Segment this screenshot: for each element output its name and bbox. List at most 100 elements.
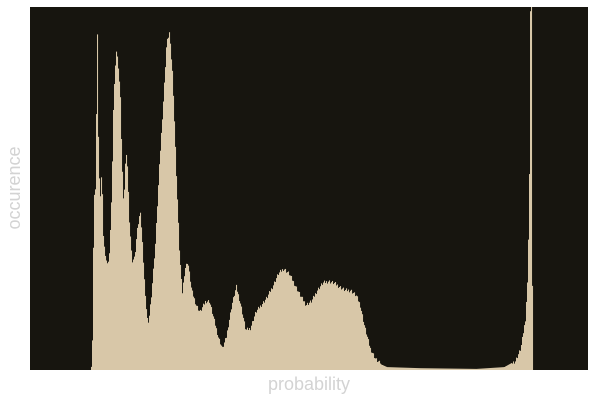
histogram-bar	[253, 320, 255, 370]
histogram-bar	[460, 368, 462, 370]
histogram-bar	[193, 296, 195, 370]
histogram-bar	[236, 284, 238, 370]
histogram-bar	[104, 246, 106, 370]
histogram-bar	[122, 171, 124, 370]
histogram-bar	[436, 368, 438, 370]
histogram-bar	[181, 278, 183, 370]
histogram-bar	[391, 367, 393, 370]
histogram-bar	[224, 342, 226, 370]
histogram-bar	[154, 258, 156, 370]
histogram-bar	[144, 279, 146, 370]
histogram-bar	[189, 271, 191, 370]
histogram-bar	[293, 281, 295, 370]
histogram-bar	[362, 314, 364, 370]
histogram-bar	[510, 363, 512, 370]
histogram-bar	[283, 270, 285, 370]
histogram-bar	[524, 325, 526, 370]
histogram-bar	[522, 336, 524, 370]
histogram-bar	[166, 47, 168, 370]
histogram-bar	[388, 367, 390, 370]
histogram-bar	[175, 146, 177, 370]
histogram-bar	[433, 368, 435, 370]
histogram-bar	[483, 368, 485, 370]
histogram-bar	[246, 329, 248, 370]
histogram-bar	[214, 318, 216, 370]
histogram-bar	[99, 178, 101, 370]
histogram-bar	[466, 368, 468, 370]
histogram-bar	[443, 368, 445, 370]
histogram-bar	[491, 367, 493, 370]
histogram-bar	[493, 367, 495, 370]
histogram-bar	[119, 81, 121, 370]
histogram-bar	[182, 293, 184, 370]
histogram-bar	[506, 365, 508, 370]
histogram-bar	[141, 227, 143, 370]
histogram-bar	[251, 325, 253, 370]
histogram-bar	[192, 290, 194, 370]
histogram-bar	[91, 366, 93, 370]
histogram-bar	[279, 272, 281, 370]
histogram-bar	[345, 289, 347, 370]
histogram-bar	[339, 286, 341, 370]
histogram-bar	[231, 309, 233, 370]
histogram-bar	[363, 321, 365, 370]
histogram-bar	[432, 368, 434, 370]
histogram-bar	[262, 304, 264, 370]
histogram-bar	[516, 357, 518, 370]
y-axis-label: occurence	[4, 146, 24, 230]
histogram-bar	[161, 132, 163, 370]
histogram-bar	[473, 368, 475, 370]
histogram-bar	[507, 365, 509, 370]
histogram-bar	[463, 368, 465, 370]
histogram-bar	[393, 367, 395, 370]
histogram-bar	[421, 368, 423, 370]
histogram-bar	[529, 174, 531, 370]
histogram-bar	[298, 291, 300, 370]
histogram-bar	[243, 317, 245, 370]
histogram-bar	[439, 368, 441, 370]
histogram-bar	[212, 313, 214, 370]
histogram-bar	[358, 301, 360, 370]
histogram-bar	[488, 368, 490, 370]
histogram-bar	[471, 368, 473, 370]
histogram-bar	[429, 368, 431, 370]
histogram-bar	[257, 309, 259, 370]
histogram-bar	[406, 367, 408, 370]
histogram-bar	[165, 67, 167, 370]
histogram-bar	[290, 275, 292, 370]
histogram-bar	[266, 296, 268, 370]
histogram-bar	[238, 294, 240, 370]
histogram-bar	[258, 306, 260, 370]
plot-area	[30, 7, 588, 370]
histogram-bar	[188, 265, 190, 370]
histogram-bar	[389, 367, 391, 370]
histogram-bar	[276, 278, 278, 370]
histogram-bar	[411, 367, 413, 370]
histogram-bar	[286, 272, 288, 370]
histogram-bar	[220, 344, 222, 370]
histogram-bar	[408, 367, 410, 370]
histogram-bar	[470, 368, 472, 370]
histogram-bar	[448, 368, 450, 370]
histogram-bar	[517, 358, 519, 370]
histogram-bar	[371, 352, 373, 370]
histogram-bar	[458, 368, 460, 370]
histogram-bar	[268, 294, 270, 370]
histogram-bar	[197, 305, 199, 370]
histogram-bar	[275, 281, 277, 370]
histogram-bar	[186, 263, 188, 370]
histogram-bar	[504, 366, 506, 370]
histogram-bar	[474, 368, 476, 370]
histogram-bar	[248, 330, 250, 370]
histogram-bar	[260, 305, 262, 370]
histogram-bar	[451, 368, 453, 370]
histogram-bar	[456, 368, 458, 370]
histogram-bar	[400, 367, 402, 370]
histogram-bar	[418, 368, 420, 370]
histogram-bar	[284, 269, 286, 370]
histogram-bar	[519, 350, 521, 370]
histogram-bar	[277, 274, 279, 370]
histogram-bar	[452, 368, 454, 370]
histogram-bar	[325, 283, 327, 370]
